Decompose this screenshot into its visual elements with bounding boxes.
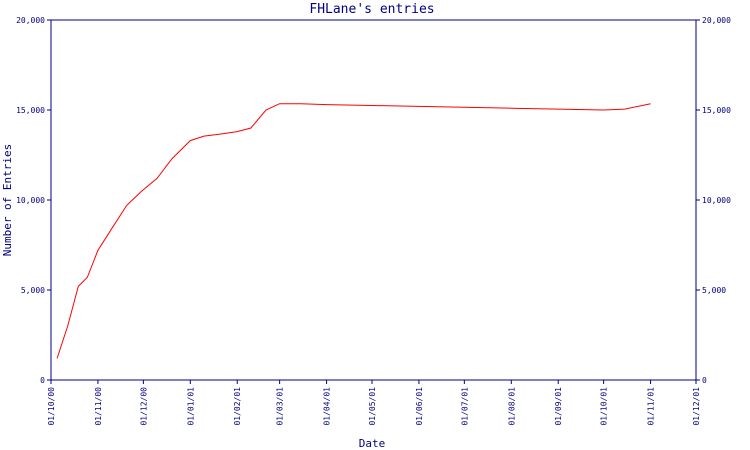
x-tick-label: 01/12/00 xyxy=(139,387,148,426)
y-tick-label-right: 20,000 xyxy=(702,16,731,25)
chart-title: FHLane's entries xyxy=(309,2,434,17)
y-tick-label-left: 5,000 xyxy=(21,286,45,295)
series-line-entries xyxy=(56,103,651,359)
x-tick-label: 01/03/01 xyxy=(276,387,285,426)
y-tick-label-right: 5,000 xyxy=(702,286,726,295)
x-tick-label: 01/08/01 xyxy=(507,387,516,426)
plot-area-frame xyxy=(50,19,697,381)
x-axis-label: Date xyxy=(359,437,386,450)
x-tick-label: 01/11/01 xyxy=(647,387,656,426)
y-tick-label-right: 0 xyxy=(702,376,707,385)
y-tick-label-left: 15,000 xyxy=(16,106,45,115)
x-tick-label: 01/05/01 xyxy=(368,387,377,426)
y-tick-label-left: 0 xyxy=(40,376,45,385)
x-axis-ticks: 01/10/00 01/11/00 01/12/00 01/01/01 01/02/01… xyxy=(47,380,701,426)
x-tick-label: 01/09/01 xyxy=(554,387,563,426)
y-tick-label-left: 20,000 xyxy=(16,16,45,25)
x-tick-label: 01/10/00 xyxy=(47,387,56,426)
y-tick-label-left: 10,000 xyxy=(16,196,45,205)
series-layer xyxy=(56,103,651,359)
x-tick-label: 01/11/00 xyxy=(94,387,103,426)
y-tick-label-right: 15,000 xyxy=(702,106,731,115)
x-tick-label: 01/07/01 xyxy=(460,387,469,426)
x-tick-label: 01/06/01 xyxy=(415,387,424,426)
y-axis-ticks: 0 0 5,000 5,000 10,000 10,000 15,000 15,000 20,0… xyxy=(16,16,731,385)
x-tick-label: 01/02/01 xyxy=(233,387,242,426)
x-tick-label: 01/04/01 xyxy=(323,387,332,426)
y-tick-label-right: 10,000 xyxy=(702,196,731,205)
x-tick-label: 01/10/01 xyxy=(600,387,609,426)
x-tick-label: 01/01/01 xyxy=(186,387,195,426)
y-axis-label: Number of Entries xyxy=(1,144,14,257)
x-tick-label: 01/12/01 xyxy=(692,387,701,426)
